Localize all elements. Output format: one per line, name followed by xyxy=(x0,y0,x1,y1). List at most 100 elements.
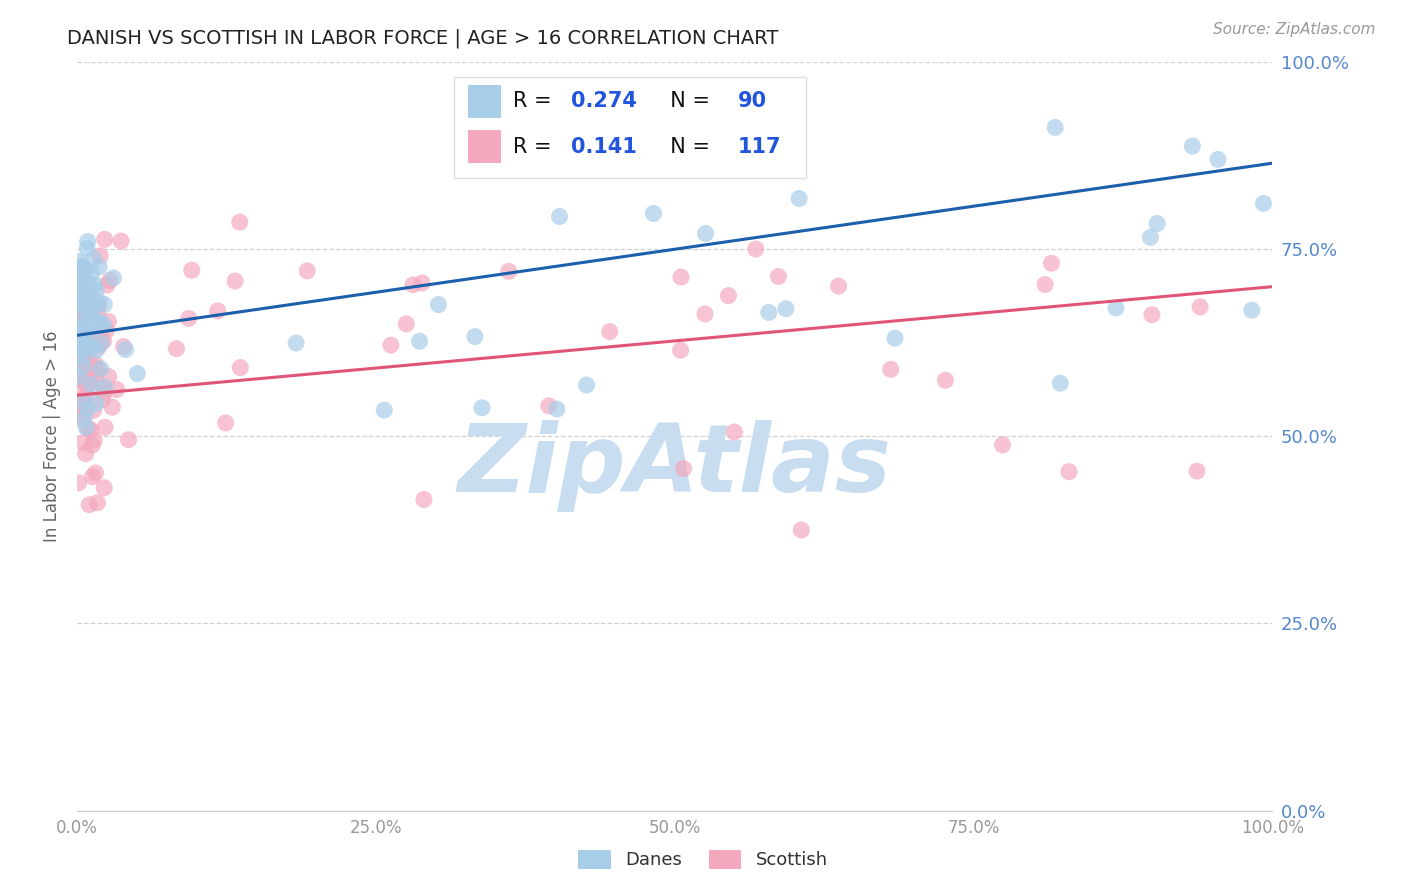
Point xyxy=(75,420,97,434)
Point xyxy=(86,308,108,322)
Point xyxy=(498,264,520,278)
Point xyxy=(76,289,98,303)
Point xyxy=(75,447,97,461)
Point xyxy=(70,351,93,366)
Point xyxy=(66,280,89,294)
Point xyxy=(554,143,576,157)
Point xyxy=(93,297,115,311)
Point xyxy=(672,461,695,475)
Point xyxy=(1146,217,1168,231)
Point xyxy=(96,323,118,337)
Point xyxy=(537,399,560,413)
Point xyxy=(207,304,229,318)
Text: R =: R = xyxy=(513,136,558,156)
Point xyxy=(548,210,571,224)
Point xyxy=(87,362,110,376)
Point xyxy=(408,334,430,349)
Point xyxy=(77,498,100,512)
Point xyxy=(69,290,91,304)
Point xyxy=(745,242,768,256)
Point xyxy=(599,325,621,339)
Point xyxy=(97,369,120,384)
Point xyxy=(72,359,94,374)
Point xyxy=(1105,301,1128,315)
Legend: Danes, Scottish: Danes, Scottish xyxy=(569,841,837,879)
Point xyxy=(72,261,94,276)
Point xyxy=(82,296,104,310)
Point xyxy=(758,305,780,319)
Point xyxy=(373,403,395,417)
Point xyxy=(76,317,98,331)
Point xyxy=(82,340,104,354)
Point xyxy=(94,232,117,246)
Point xyxy=(72,304,94,318)
Point xyxy=(70,412,93,426)
Point xyxy=(402,277,425,292)
Point xyxy=(80,284,103,298)
Point xyxy=(285,336,308,351)
Point xyxy=(105,383,128,397)
Point xyxy=(1253,196,1275,211)
Point xyxy=(413,492,436,507)
Point xyxy=(180,263,202,277)
Point xyxy=(73,301,96,315)
Point xyxy=(84,466,107,480)
Point xyxy=(69,372,91,386)
Point xyxy=(69,315,91,329)
Point xyxy=(67,337,90,351)
FancyBboxPatch shape xyxy=(468,85,502,118)
Point xyxy=(93,481,115,495)
Point xyxy=(83,434,105,448)
Point xyxy=(69,326,91,340)
Point xyxy=(82,403,104,417)
Point xyxy=(93,318,115,333)
Point xyxy=(380,338,402,352)
Point xyxy=(90,335,112,350)
Point xyxy=(669,270,692,285)
Point xyxy=(73,396,96,410)
Point xyxy=(73,304,96,318)
Point xyxy=(90,336,112,351)
Point xyxy=(177,311,200,326)
Point xyxy=(693,307,716,321)
Point xyxy=(787,192,810,206)
Point xyxy=(69,358,91,372)
Point xyxy=(991,438,1014,452)
Point xyxy=(75,334,97,348)
Point xyxy=(76,242,98,256)
Point xyxy=(90,361,112,376)
Point xyxy=(697,84,720,98)
Point xyxy=(884,331,907,345)
Point xyxy=(89,260,111,274)
Point xyxy=(82,303,104,318)
Text: ZipAtlas: ZipAtlas xyxy=(458,420,891,512)
Point xyxy=(69,327,91,342)
Point xyxy=(67,326,90,340)
Point xyxy=(73,412,96,426)
Point xyxy=(87,298,110,312)
Point xyxy=(67,254,90,268)
Point xyxy=(66,323,89,337)
Point xyxy=(67,475,90,490)
Point xyxy=(80,266,103,280)
Point xyxy=(72,259,94,273)
Point xyxy=(72,435,94,450)
Point xyxy=(76,389,98,403)
Point xyxy=(80,423,103,437)
Point xyxy=(82,322,104,336)
Point xyxy=(84,283,107,297)
Point xyxy=(67,292,90,306)
Point xyxy=(214,416,236,430)
Point xyxy=(73,341,96,355)
Point xyxy=(89,249,111,263)
Point xyxy=(1140,308,1163,322)
Point xyxy=(827,279,849,293)
Point xyxy=(93,380,115,394)
Point xyxy=(96,278,118,293)
Point xyxy=(1040,256,1063,270)
Point xyxy=(76,372,98,386)
Point xyxy=(80,376,103,391)
Point xyxy=(643,206,665,220)
Point xyxy=(77,304,100,318)
Point xyxy=(86,496,108,510)
